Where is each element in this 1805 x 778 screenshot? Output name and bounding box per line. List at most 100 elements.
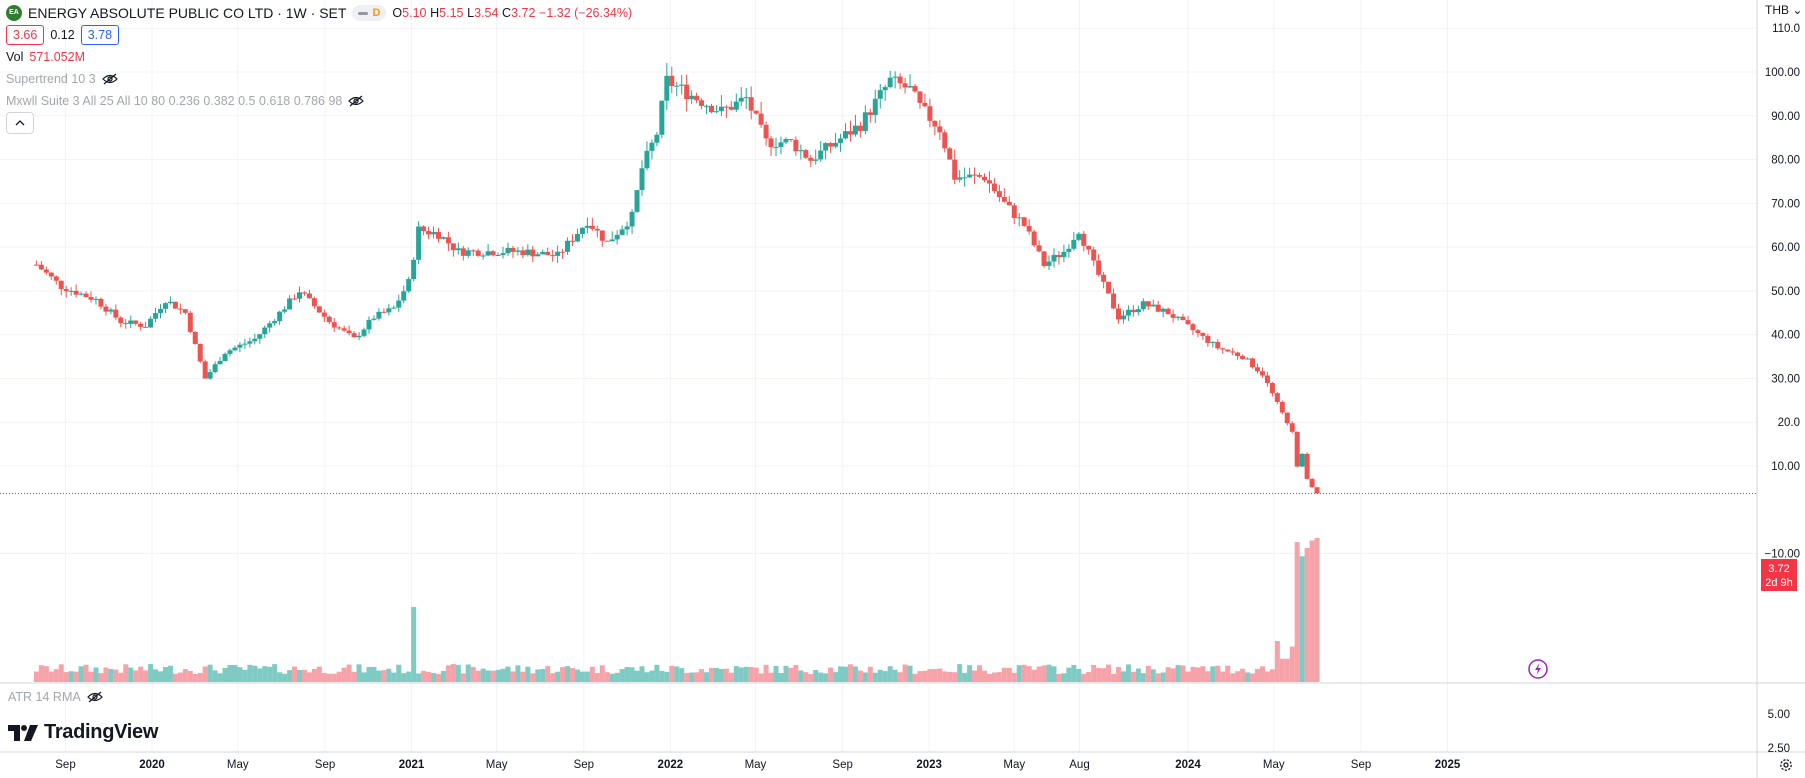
candle-body — [1279, 401, 1285, 413]
volume-bar — [366, 666, 372, 682]
volume-bar — [535, 669, 541, 682]
volume-bar — [694, 672, 700, 682]
volume-bar — [738, 667, 744, 682]
volume-legend[interactable]: Vol 571.052M — [6, 50, 85, 64]
volume-bar — [1001, 667, 1007, 682]
candle-body — [555, 251, 561, 256]
volume-bar — [500, 668, 506, 682]
candle-body — [877, 90, 883, 99]
volume-bar — [818, 672, 824, 682]
candle-body — [58, 280, 64, 290]
candle-body — [1170, 314, 1176, 318]
volume-bar — [1279, 658, 1285, 682]
candle-body — [153, 313, 159, 319]
candle-body — [887, 77, 893, 88]
candle-body — [793, 139, 799, 152]
volume-bar — [689, 672, 695, 682]
candle-body — [182, 309, 188, 313]
volume-bar — [1259, 666, 1265, 682]
eye-hidden-icon[interactable] — [348, 95, 365, 107]
candle-body — [1185, 320, 1191, 325]
volume-bar — [857, 670, 863, 682]
volume-bar — [292, 666, 298, 682]
candle-body — [351, 333, 357, 338]
collapse-legend-button[interactable] — [6, 112, 34, 134]
candle-body — [560, 251, 566, 253]
volume-bar — [1066, 667, 1072, 682]
volume-bar — [485, 670, 491, 682]
candle-body — [222, 353, 228, 361]
currency-selector[interactable]: THB ⌄ — [1765, 3, 1803, 17]
volume-bar — [877, 669, 883, 682]
mxwll-legend[interactable]: Mxwll Suite 3 All 25 All 10 80 0.236 0.3… — [6, 90, 632, 112]
volume-bar — [743, 666, 749, 682]
volume-bar — [98, 673, 104, 682]
volume-bar — [1036, 666, 1042, 682]
candle-body — [679, 84, 685, 86]
price-tick-label: 20.0 — [1778, 417, 1800, 429]
volume-bar — [733, 666, 739, 682]
candle-body — [828, 143, 834, 147]
candle-body — [431, 232, 437, 235]
volume-bar — [1165, 667, 1171, 682]
volume-bar — [401, 673, 407, 682]
volume-bar — [406, 671, 412, 682]
time-tick-label: 2024 — [1175, 759, 1201, 771]
atr-legend[interactable]: ATR 14 RMA — [8, 690, 103, 704]
volume-bar — [639, 666, 645, 682]
candle-body — [277, 311, 283, 322]
volume-bar — [525, 666, 531, 682]
candle-body — [639, 168, 645, 191]
bid-price[interactable]: 3.66 — [6, 25, 45, 45]
candle-body — [649, 142, 655, 151]
volume-bar — [1284, 658, 1290, 682]
volume-bar — [88, 671, 94, 682]
alert-lightning-icon[interactable] — [1528, 659, 1548, 679]
volume-bar — [783, 665, 789, 682]
volume-bar — [823, 673, 829, 682]
volume-bar — [594, 673, 600, 682]
volume-bar — [723, 668, 729, 682]
candle-body — [133, 320, 139, 324]
volume-bar — [545, 666, 551, 682]
volume-bar — [356, 664, 362, 682]
candle-body — [1165, 308, 1171, 315]
tradingview-logo[interactable]: TradingView — [8, 721, 158, 744]
candle-body — [594, 228, 600, 231]
volume-bar — [123, 664, 129, 682]
volume-bar — [1250, 673, 1256, 682]
volume-bar — [490, 670, 496, 682]
price-tick-label: 60.00 — [1771, 242, 1800, 254]
candle-body — [1190, 324, 1196, 331]
candle-body — [1299, 453, 1305, 467]
eye-hidden-icon[interactable] — [101, 73, 118, 85]
volume-bar — [311, 668, 317, 682]
volume-bar — [862, 672, 868, 682]
symbol-title[interactable]: ENERGY ABSOLUTE PUBLIC CO LTD · 1W · SET — [28, 5, 347, 21]
volume-bar — [296, 670, 302, 682]
candle-body — [167, 301, 173, 304]
time-tick-label: Sep — [55, 759, 75, 771]
session-badge[interactable]: D — [352, 5, 387, 21]
ask-price[interactable]: 3.78 — [80, 25, 120, 45]
candle-body — [664, 75, 670, 101]
eye-hidden-icon[interactable] — [86, 691, 103, 703]
candle-body — [237, 344, 243, 348]
volume-bar — [475, 670, 481, 682]
candle-body — [341, 328, 347, 331]
candle-body — [445, 237, 451, 244]
supertrend-legend[interactable]: Supertrend 10 3 — [6, 68, 632, 90]
volume-bar — [718, 668, 724, 682]
candle-body — [257, 334, 263, 339]
volume-bar — [1210, 666, 1216, 682]
volume-bar — [1076, 668, 1082, 682]
price-tick-label: 30.00 — [1771, 373, 1800, 385]
candle-body — [1116, 308, 1122, 320]
volume-bar — [530, 673, 536, 682]
candle-body — [331, 322, 337, 328]
volume-bar — [1116, 667, 1122, 682]
volume-bar — [619, 669, 625, 682]
volume-bar — [460, 673, 466, 682]
settings-gear-icon[interactable] — [1779, 758, 1793, 772]
